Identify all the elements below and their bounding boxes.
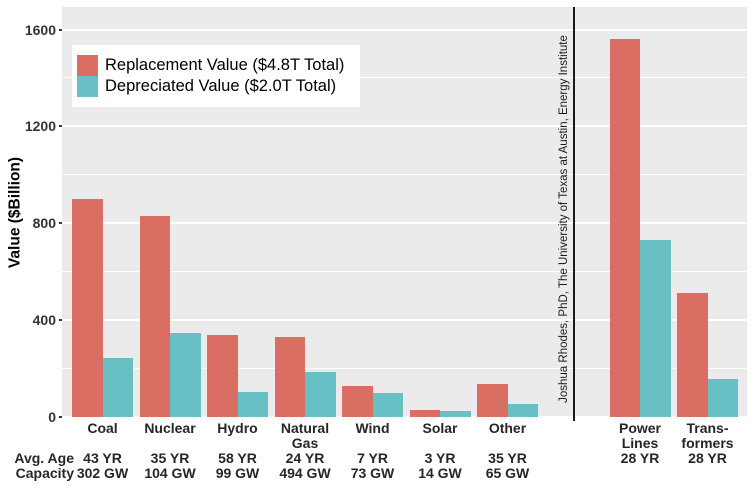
capacity-value-hydro: 99 GW — [215, 465, 260, 481]
gridline-minor — [62, 271, 747, 273]
avg-age-value-powerlines: 28 YR — [620, 450, 660, 466]
bar-replacement-transformers — [677, 293, 708, 417]
bar-depreciated-transformers — [707, 379, 738, 417]
capacity-row-header: Capacity — [15, 465, 74, 481]
gridline-major — [62, 416, 747, 418]
x-category-label-powerlines: Power — [618, 420, 661, 436]
bar-depreciated-nuclear — [170, 333, 201, 417]
x-category-label-naturalgas: Natural — [280, 420, 330, 436]
bar-replacement-powerlines — [609, 39, 640, 417]
gridline-major — [62, 28, 747, 31]
capacity-value-solar: 14 GW — [418, 465, 462, 481]
bar-depreciated-wind — [372, 392, 403, 417]
x-category-label-coal: Coal — [87, 420, 118, 436]
capacity-value-coal: 302 GW — [76, 465, 129, 481]
bar-replacement-hydro — [207, 334, 238, 417]
x-category-label-hydro: Hydro — [217, 420, 258, 436]
legend-label-replacement: Replacement Value ($4.8T Total) — [105, 56, 345, 74]
x-category-label-wind: Wind — [355, 420, 390, 436]
bar-depreciated-other — [507, 403, 538, 417]
bar-replacement-nuclear — [139, 215, 170, 417]
capacity-value-other: 65 GW — [485, 465, 530, 481]
x-category-label-nuclear: Nuclear — [144, 420, 196, 436]
legend-label-depreciated: Depreciated Value ($2.0T Total) — [105, 77, 337, 95]
capacity-value-wind: 73 GW — [350, 465, 395, 481]
y-tick-label: 1200 — [24, 118, 56, 135]
avg-age-value-other: 35 YR — [488, 450, 527, 466]
bar-replacement-other — [477, 384, 508, 417]
capacity-value-nuclear: 104 GW — [144, 465, 196, 481]
x-category-label-solar: Solar — [422, 420, 458, 436]
y-tick-mark — [59, 28, 62, 31]
x-category-label-other: Other — [488, 420, 527, 436]
gridline-minor — [62, 77, 747, 79]
y-tick-mark — [59, 125, 62, 128]
x-category-label-powerlines: Lines — [621, 434, 659, 451]
gridline-major — [62, 125, 747, 128]
gridline-minor — [62, 174, 747, 176]
legend-item-depreciated: Depreciated Value ($2.0T Total) — [77, 76, 344, 97]
section-divider-line — [572, 7, 575, 422]
bar-depreciated-naturalgas — [305, 372, 336, 417]
bar-replacement-coal — [72, 199, 103, 417]
y-tick-label: 800 — [32, 215, 56, 232]
bar-depreciated-coal — [102, 357, 133, 417]
bar-depreciated-hydro — [237, 391, 268, 417]
x-category-label-transformers: Trans- — [686, 420, 729, 436]
y-tick-label: 400 — [32, 312, 56, 329]
avg-age-row-header: Avg. Age — [14, 450, 74, 466]
capacity-value-naturalgas: 494 GW — [279, 465, 331, 481]
avg-age-value-nuclear: 35 YR — [150, 450, 190, 466]
x-category-label-naturalgas: Gas — [291, 434, 319, 451]
bar-replacement-naturalgas — [274, 337, 305, 417]
y-tick-mark — [59, 319, 62, 322]
avg-age-value-solar: 3 YR — [424, 450, 456, 466]
avg-age-value-coal: 43 YR — [83, 450, 122, 466]
attribution-text: Joshua Rhodes, PhD, The University of Te… — [558, 35, 570, 403]
gridline-minor — [62, 368, 747, 370]
y-tick-mark — [59, 222, 62, 225]
x-category-label-transformers: formers — [681, 434, 734, 451]
avg-age-value-hydro: 58 YR — [218, 450, 257, 466]
avg-age-value-transformers: 28 YR — [688, 450, 727, 466]
bar-depreciated-solar — [440, 410, 471, 417]
gridline-major — [62, 222, 747, 225]
legend-swatch-replacement — [77, 55, 98, 76]
y-tick-label: 1600 — [24, 21, 56, 38]
avg-age-value-wind: 7 YR — [357, 450, 388, 466]
y-tick-label: 0 — [48, 409, 56, 425]
bar-replacement-wind — [342, 385, 373, 417]
plot-panel: Joshua Rhodes, PhD, The University of Te… — [62, 7, 747, 422]
avg-age-value-naturalgas: 24 YR — [285, 450, 325, 466]
bar-depreciated-powerlines — [640, 240, 671, 417]
legend-swatch-depreciated — [77, 76, 98, 97]
y-tick-mark — [59, 416, 62, 418]
y-axis-title: Value ($Billion) — [6, 156, 24, 269]
gridline-major — [62, 319, 747, 322]
bar-replacement-solar — [409, 409, 440, 417]
legend: Replacement Value ($4.8T Total) Deprecia… — [72, 45, 361, 107]
legend-item-replacement: Replacement Value ($4.8T Total) — [77, 55, 344, 76]
